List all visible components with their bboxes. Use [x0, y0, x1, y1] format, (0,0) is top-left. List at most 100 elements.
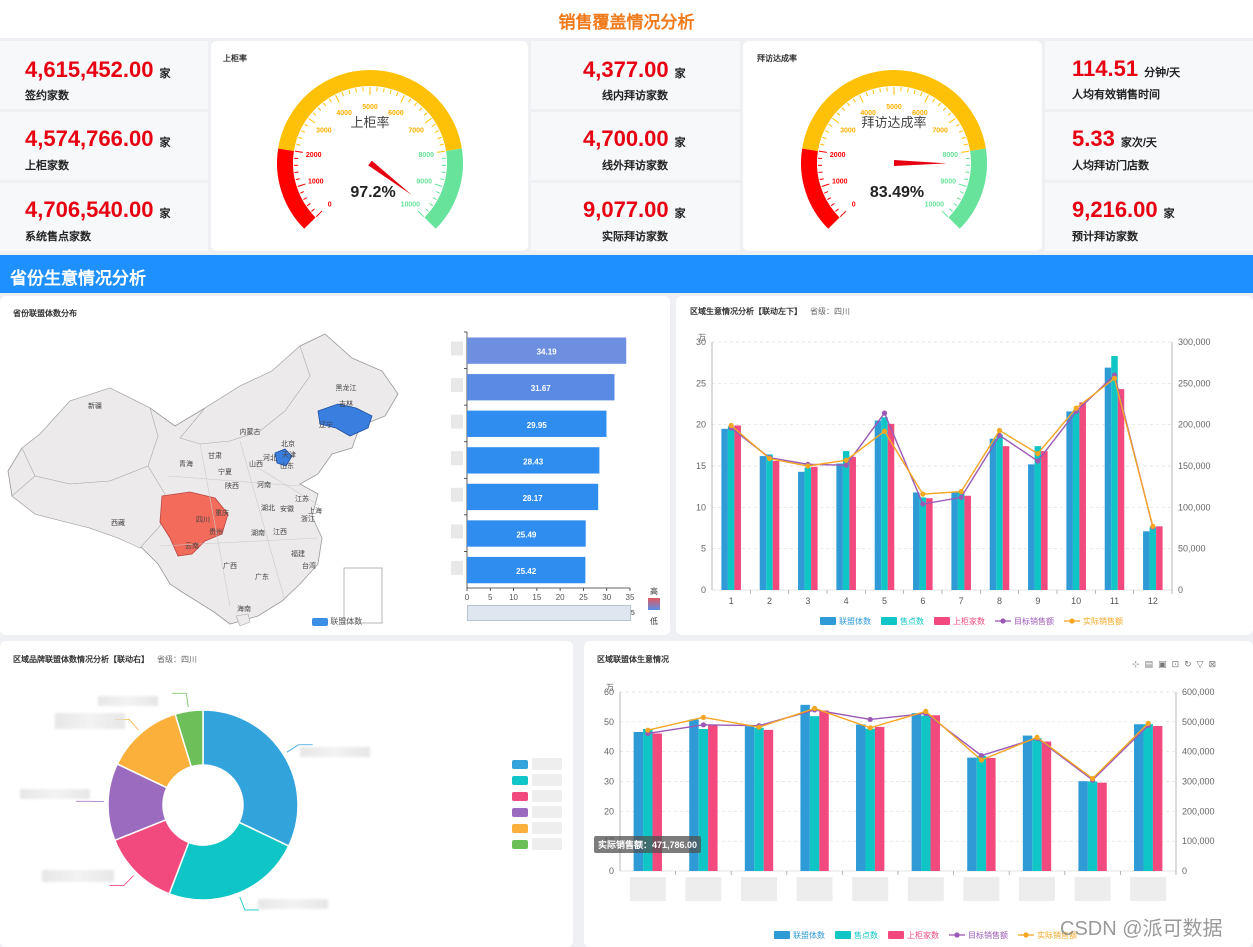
series-point: [958, 494, 964, 501]
legend-label: 售点数: [900, 616, 924, 626]
gauge-tick: [820, 143, 825, 146]
gauge-value: 97.2%: [350, 184, 395, 201]
kpi-actual-visits: 9,077.00 家 实际拜访家数: [531, 183, 740, 251]
pie-legend-item[interactable]: [512, 756, 562, 772]
map-province-label: 新疆: [88, 401, 102, 410]
series-point: [843, 457, 849, 463]
legend-label: 实际销售额: [1037, 930, 1077, 940]
gauge-tick: [963, 143, 968, 146]
pie-legend-item[interactable]: [512, 772, 562, 788]
series-bar: [1104, 367, 1112, 590]
x-tick-label: 8: [997, 596, 1002, 606]
pie-legend-item[interactable]: [512, 820, 562, 836]
gauge-band: [278, 70, 462, 152]
gauge-tick-label: 4000: [860, 110, 876, 117]
x-tick-label: 20: [556, 593, 565, 602]
x-tick-label: 10: [1071, 596, 1081, 606]
hbar-category-blurred: [451, 451, 463, 466]
data-view-icon[interactable]: ▤: [1144, 659, 1159, 669]
gauge-tick: [937, 102, 941, 107]
pie-panel: 区域品牌联盟体数情况分析【联动右】 省级：四川: [0, 641, 573, 947]
filter-icon[interactable]: ▽: [1196, 659, 1209, 669]
brand-donut-chart: [76, 692, 313, 911]
gauge-tick: [830, 203, 835, 207]
series-bar: [800, 704, 810, 871]
legend-swatch-icon: [512, 839, 528, 849]
pie-legend-item[interactable]: [512, 788, 562, 804]
hbar-bar: [467, 520, 586, 547]
visualmap-handle[interactable]: [648, 598, 660, 610]
hbar-value-label: 34.19: [537, 348, 558, 357]
series-bar: [1143, 531, 1150, 590]
legend-swatch-icon: [512, 775, 528, 785]
south-china-sea-inset: [343, 567, 383, 624]
gauge-tick: [822, 136, 827, 140]
blurred-label: [98, 696, 158, 706]
region-beijing: [274, 448, 293, 467]
x-tick-label: 11: [1110, 596, 1119, 606]
series-bar: [1034, 446, 1042, 590]
y-left-tick-label: 50: [604, 717, 614, 727]
gauge-tick: [424, 117, 432, 124]
magic-type-icon[interactable]: ⊠: [1208, 659, 1222, 669]
gauge-tick-label: 5000: [362, 104, 378, 111]
map-province-label: 宁夏: [218, 467, 232, 476]
region-combo-chart: 051015202530050,000100,000150,000200,000…: [696, 333, 1211, 626]
map-province-label: 海南: [237, 604, 251, 613]
kpi-system: 4,706,540.00 家 系统售点家数: [0, 183, 208, 251]
gauge-tick: [396, 92, 399, 97]
series-point: [700, 722, 706, 728]
series-bar: [986, 757, 996, 871]
map-province-label: 江西: [273, 528, 287, 536]
series-bar: [951, 492, 958, 590]
map-legend[interactable]: 联盟体数: [312, 616, 362, 627]
kpi-label: 线外拜访家数: [602, 160, 668, 172]
pie-legend-item[interactable]: [512, 804, 562, 820]
series-bar: [744, 726, 755, 871]
panel-title: 省份联盟体数分布: [13, 309, 77, 318]
x-tick-label: 4: [844, 596, 849, 606]
series-line: [730, 377, 1154, 527]
pie-legend[interactable]: [512, 756, 562, 852]
y-right-tick-label: 250,000: [1178, 378, 1211, 388]
series-point: [766, 455, 773, 462]
series-point: [1035, 451, 1041, 457]
legend-label: 售点数: [854, 930, 878, 940]
data-zoom-slider[interactable]: [467, 605, 631, 621]
hbar-bar: [467, 410, 607, 437]
hbar-value-label: 25.42: [516, 567, 537, 576]
y-left-tick-label: 10: [696, 502, 706, 512]
series-bar: [819, 710, 829, 871]
region-neimenggu: [179, 345, 311, 445]
restore-icon[interactable]: ▣: [1158, 659, 1172, 669]
donut-leader-line: [286, 744, 313, 753]
gauge-tick-label: 2000: [306, 152, 322, 159]
gauge-tick: [964, 178, 969, 181]
save-image-icon[interactable]: ⊡: [1171, 659, 1185, 669]
gauge-tick: [818, 150, 827, 153]
refresh-icon[interactable]: ↻: [1184, 659, 1197, 669]
series-point: [805, 463, 811, 469]
gauge-tick: [825, 130, 830, 133]
gauge-tick-label: 9000: [416, 179, 432, 186]
x-tick-blurred: [1130, 877, 1167, 901]
panel-title: 拜访达成率: [757, 54, 797, 63]
gauge-tick: [859, 95, 864, 103]
map-province-label: 陕西: [225, 481, 239, 490]
pie-legend-item[interactable]: [512, 836, 562, 852]
map-province-label: 江苏: [295, 494, 309, 503]
gauge-band: [801, 148, 840, 229]
series-bar: [721, 428, 728, 590]
section-title: 省份生意情况分析: [10, 269, 146, 288]
kpi-planned-visits: 9,216.00 家 预计拜访家数: [1045, 183, 1253, 251]
series-bar: [698, 728, 709, 871]
y-left-tick-label: 20: [696, 420, 706, 430]
kpi-selling-time: 114.51 分钟/天 人均有效销售时间: [1045, 41, 1253, 109]
y-right-tick-label: 50,000: [1178, 544, 1206, 554]
kpi-stores-per-day: 5.33 家次/天 人均拜访门店数: [1045, 112, 1253, 180]
y-right-tick-label: 300,000: [1182, 777, 1215, 787]
kpi-shelved: 4,574,766.00 家 上柜家数: [0, 112, 208, 180]
kpi-label: 人均有效销售时间: [1072, 89, 1160, 101]
zoom-icon[interactable]: ⊹: [1132, 659, 1145, 669]
